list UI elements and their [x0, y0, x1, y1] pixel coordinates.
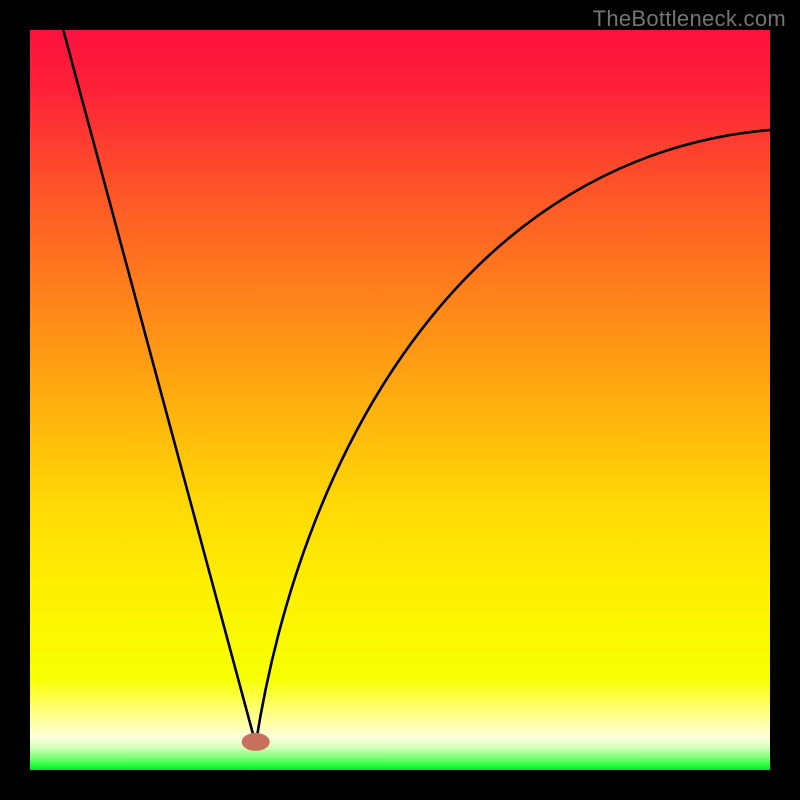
- bottleneck-curve-chart: [0, 0, 800, 800]
- watermark-text: TheBottleneck.com: [593, 6, 786, 32]
- plot-background: [30, 30, 770, 770]
- minimum-marker: [242, 733, 270, 751]
- chart-container: TheBottleneck.com: [0, 0, 800, 800]
